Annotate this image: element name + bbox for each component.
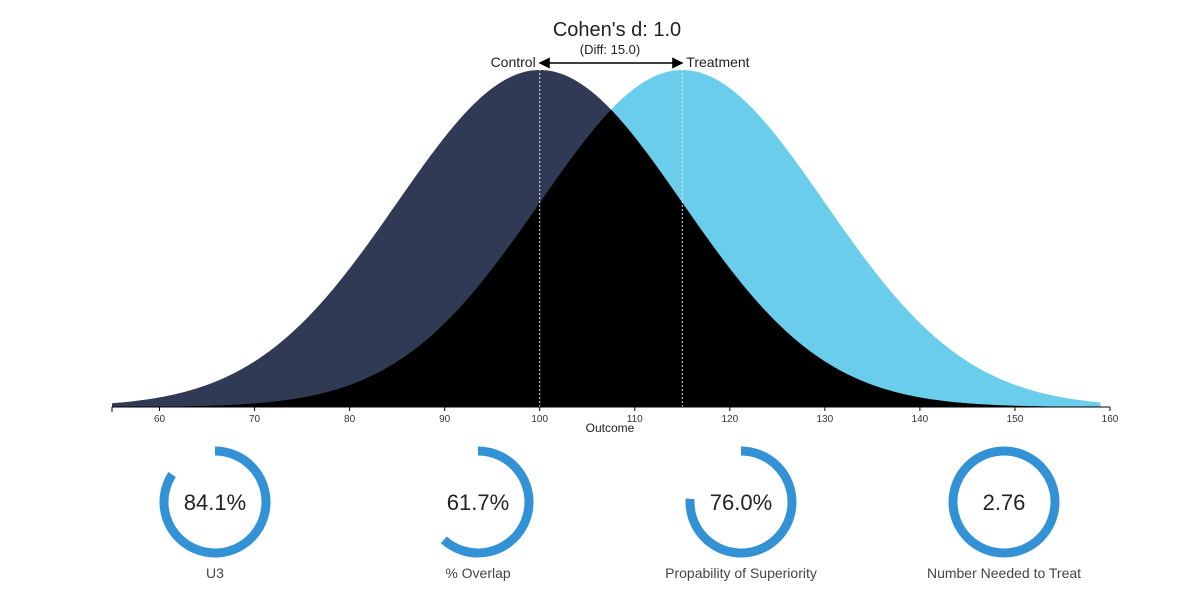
distribution-plot <box>112 70 1110 407</box>
gauge-label: Number Needed to Treat <box>927 565 1081 581</box>
gauge-label: % Overlap <box>445 565 511 581</box>
gauge-4: 2.76 Number Needed to Treat <box>927 446 1081 581</box>
gauge-3: 76.0% Propability of Superiority <box>665 446 817 581</box>
chart-subtitle: (Diff: 15.0) <box>580 42 640 57</box>
gauge-value: 84.1% <box>184 490 246 515</box>
gauge-value: 2.76 <box>983 490 1026 515</box>
x-tick-label-70: 70 <box>249 414 261 425</box>
chart-title: Cohen's d: 1.0 <box>553 19 681 41</box>
x-tick-label-60: 60 <box>154 414 166 425</box>
gauge-value: 61.7% <box>447 490 509 515</box>
x-axis-title: Outcome <box>586 421 635 435</box>
x-tick-label-150: 150 <box>1007 414 1024 425</box>
gauge-arc <box>159 446 271 558</box>
x-tick-label-130: 130 <box>817 414 834 425</box>
x-tick-label-140: 140 <box>912 414 929 425</box>
x-axis: 60 70 80 90 100 110 120 130 140 150 160 <box>111 406 1119 425</box>
x-tick-label-110: 110 <box>627 414 643 425</box>
x-tick-label-100: 100 <box>531 414 548 425</box>
x-tick-label-80: 80 <box>344 414 356 425</box>
x-tick-label-90: 90 <box>439 414 451 425</box>
gauge-value: 76.0% <box>710 490 772 515</box>
gauge-label: U3 <box>206 565 224 581</box>
gauge-label: Propability of Superiority <box>665 565 817 581</box>
x-tick-label-120: 120 <box>721 414 738 425</box>
x-tick-label-160: 160 <box>1102 414 1119 425</box>
gauge-arc <box>440 446 534 558</box>
control-label: Control <box>491 54 536 70</box>
gauge-2: 61.7% % Overlap <box>440 446 534 581</box>
gauge-1: 84.1% U3 <box>159 446 271 581</box>
treatment-label: Treatment <box>686 54 749 70</box>
gauge-ring <box>948 446 1060 558</box>
metric-gauges: 84.1% U3 61.7% % Overlap 76.0% Propability of… <box>159 446 1081 581</box>
gauge-arc <box>685 446 797 558</box>
